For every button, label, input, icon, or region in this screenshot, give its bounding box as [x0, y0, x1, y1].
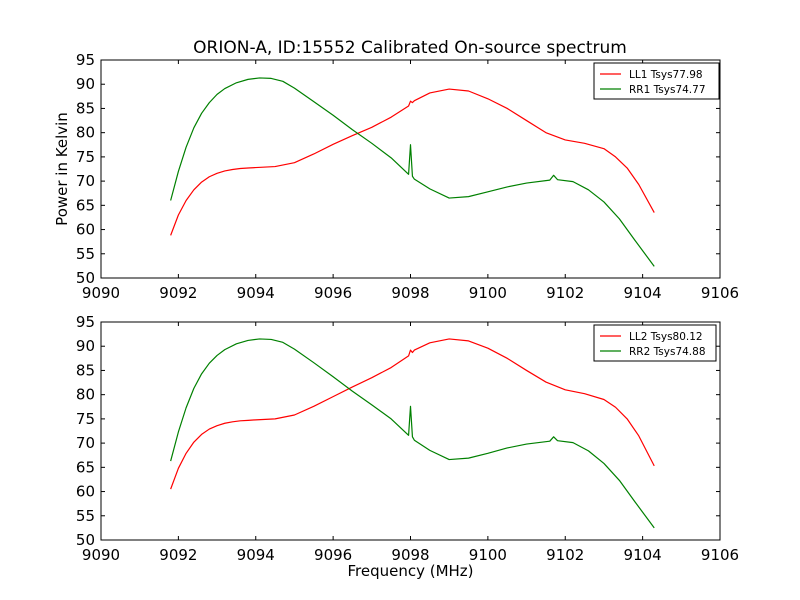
y-tick-label: 80: [76, 386, 95, 404]
y-tick-label: 70: [76, 172, 95, 190]
y-tick-label: 75: [76, 410, 95, 428]
y-axis-label: Power in Kelvin: [53, 112, 71, 226]
x-tick-label: 9100: [469, 546, 507, 564]
y-tick-label: 65: [76, 458, 95, 476]
x-tick-label: 9096: [314, 284, 352, 302]
y-tick-label: 60: [76, 221, 95, 239]
y-tick-label: 85: [76, 99, 95, 117]
x-axis-label: Frequency (MHz): [347, 562, 473, 580]
x-tick-label: 9098: [391, 284, 429, 302]
y-tick-label: 90: [76, 75, 95, 93]
subplot-2: 9090 9092 9094 9096 9098 9100 9102 9104 9106 50 55…: [76, 313, 739, 580]
subplot-1: 9090 9092 9094 9096 9098 9100 9102 9104 9106 50 55…: [53, 51, 739, 302]
y-tick-label: 75: [76, 148, 95, 166]
y-tick-label: 50: [76, 269, 95, 287]
legend-label: LL1 Tsys77.98: [629, 69, 703, 81]
legend-box: [593, 62, 720, 100]
legend-label: RR2 Tsys74.88: [629, 346, 706, 358]
y-tick-label: 95: [76, 51, 95, 69]
x-tick-label: 9090: [82, 284, 120, 302]
y-tick-label: 85: [76, 361, 95, 379]
y-tick-label: 70: [76, 434, 95, 452]
chart-title: ORION-A, ID:15552 Calibrated On-source s…: [193, 38, 627, 58]
x-tick-label: 9090: [82, 546, 120, 564]
y-tick-label: 60: [76, 483, 95, 501]
y-tick-label: 55: [76, 507, 95, 525]
y-tick-label: 90: [76, 337, 95, 355]
x-tick-label: 9104: [624, 546, 662, 564]
series-line-rr2: [170, 338, 655, 529]
plots: 9090 9092 9094 9096 9098 9100 9102 9104 91065055…: [53, 51, 739, 580]
legend-box: [593, 324, 717, 362]
y-tick-label: 50: [76, 531, 95, 549]
series-line-ll1: [170, 88, 655, 236]
series-line-rr1: [170, 77, 655, 267]
y-tick-label: 55: [76, 245, 95, 263]
series-line-ll2: [170, 338, 655, 490]
y-tick-label: 80: [76, 124, 95, 142]
series-lines: [170, 338, 655, 529]
legend: LL2 Tsys80.12 RR2 Tsys74.88: [593, 324, 717, 362]
x-tick-label: 9106: [701, 546, 739, 564]
x-tick-label: 9092: [159, 546, 197, 564]
y-tick-label: 65: [76, 196, 95, 214]
x-tick-label: 9094: [237, 546, 275, 564]
x-tick-label: 9094: [237, 284, 275, 302]
x-tick-label: 9106: [701, 284, 739, 302]
x-tick-label: 9102: [546, 284, 584, 302]
x-tick-label: 9104: [624, 284, 662, 302]
x-tick-label: 9102: [546, 546, 584, 564]
x-tick-label: 9092: [159, 284, 197, 302]
legend-label: LL2 Tsys80.12: [629, 331, 703, 343]
y-tick-label: 95: [76, 313, 95, 331]
legend-label: RR1 Tsys74.77: [629, 84, 706, 96]
x-tick-label: 9100: [469, 284, 507, 302]
series-lines: [170, 77, 655, 267]
x-tick-label: 9096: [314, 546, 352, 564]
x-tick-label: 9098: [391, 546, 429, 564]
legend: LL1 Tsys77.98 RR1 Tsys74.77: [593, 62, 720, 100]
